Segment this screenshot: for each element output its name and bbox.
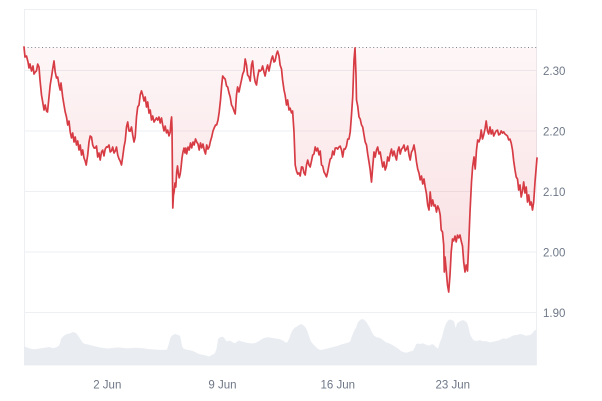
svg-text:2.30: 2.30 <box>543 66 565 78</box>
svg-text:2.00: 2.00 <box>543 248 565 260</box>
svg-text:2.20: 2.20 <box>543 127 565 139</box>
svg-text:2.10: 2.10 <box>543 187 565 199</box>
svg-text:9 Jun: 9 Jun <box>208 380 236 392</box>
svg-text:2 Jun: 2 Jun <box>93 380 121 392</box>
svg-text:1.90: 1.90 <box>543 308 565 320</box>
svg-text:23 Jun: 23 Jun <box>436 380 471 392</box>
svg-text:16 Jun: 16 Jun <box>321 380 356 392</box>
